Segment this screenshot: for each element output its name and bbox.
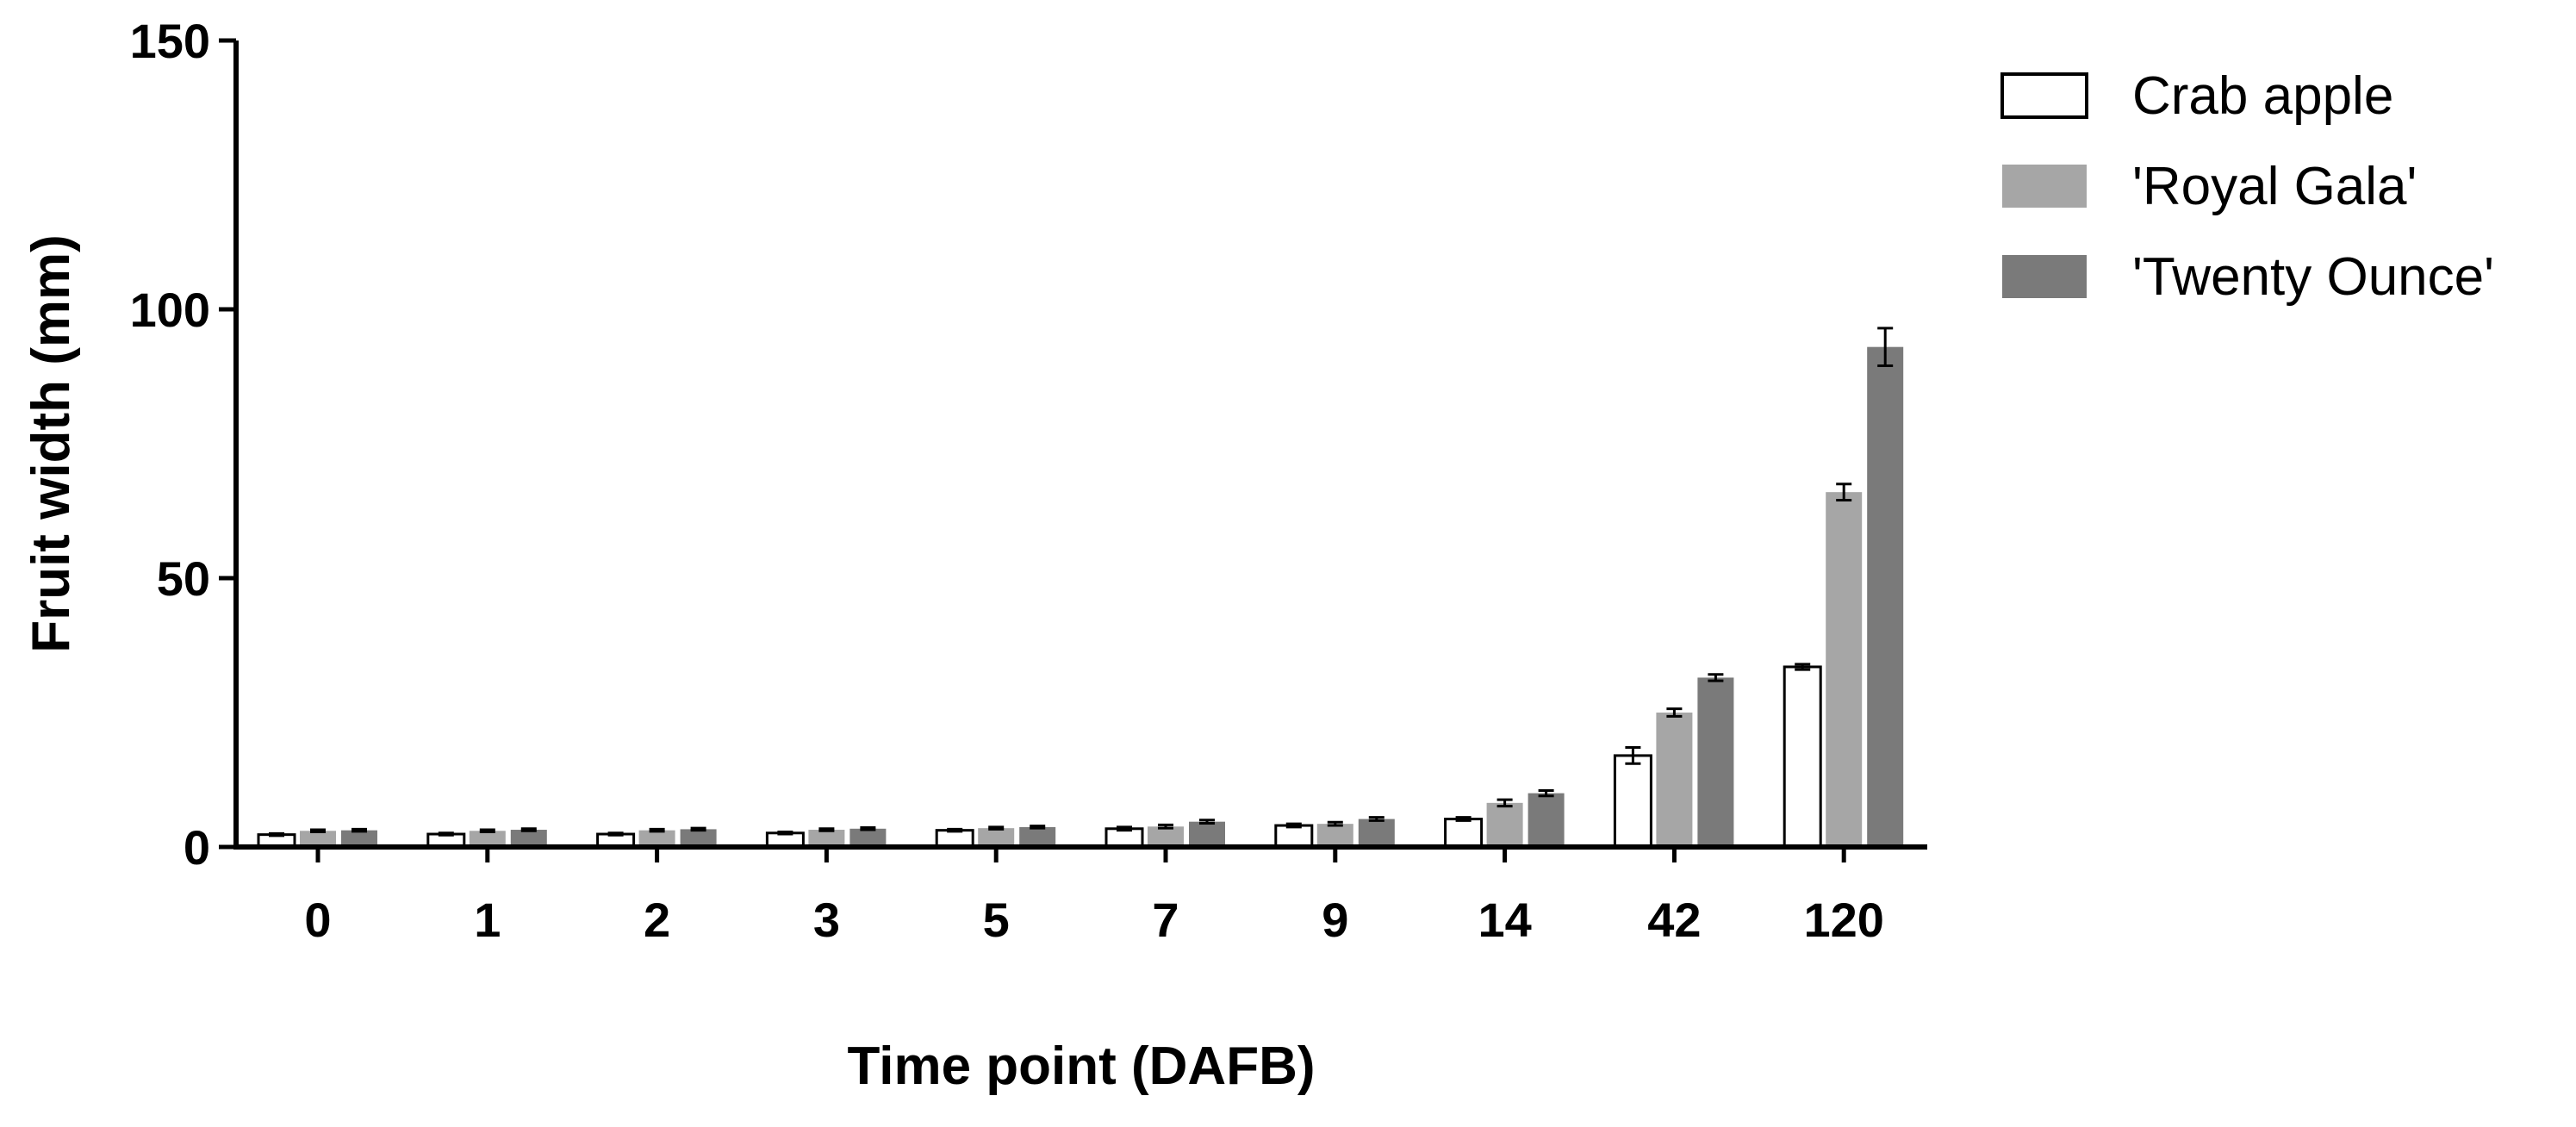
bar <box>1019 826 1056 847</box>
bar <box>1697 677 1734 847</box>
bar <box>1783 665 1822 849</box>
bar <box>808 830 845 847</box>
bars-layer <box>257 346 1904 849</box>
x-axis-title: Time point (DAFB) <box>847 1037 1315 1096</box>
x-tick-label: 1 <box>474 893 501 947</box>
x-tick-label: 9 <box>1322 893 1348 947</box>
y-tick-label: 150 <box>130 14 210 68</box>
legend-swatch <box>2002 165 2087 208</box>
x-tick-label: 2 <box>644 893 670 947</box>
y-axis-title: Fruit width (mm) <box>22 234 81 653</box>
legend: Crab apple 'Royal Gala' 'Twenty Ounce' <box>2000 66 2494 307</box>
legend-label: 'Royal Gala' <box>2132 157 2417 216</box>
x-ticks-layer: 0 1 2 3 5 7 9 14 42 120 <box>304 847 1884 947</box>
bar <box>978 828 1015 847</box>
bar <box>1189 821 1225 847</box>
bar <box>300 831 336 847</box>
legend-swatch <box>2000 72 2088 119</box>
x-tick-label: 120 <box>1803 893 1883 947</box>
y-tick-label: 0 <box>184 820 210 875</box>
x-tick-label: 42 <box>1647 893 1701 947</box>
bar <box>1528 793 1565 847</box>
y-tick-label: 100 <box>130 283 210 337</box>
x-tick-label: 3 <box>813 893 840 947</box>
x-tick-label: 7 <box>1152 893 1179 947</box>
legend-label: 'Twenty Ounce' <box>2132 247 2494 307</box>
y-tick-label: 50 <box>157 551 210 606</box>
bar <box>680 829 717 847</box>
y-ticks-layer: 0 50 100 150 <box>130 14 236 875</box>
bar <box>1486 802 1523 847</box>
bar <box>849 828 887 847</box>
legend-swatch <box>2002 255 2087 298</box>
bar <box>1148 826 1184 847</box>
axes-layer <box>233 40 1927 850</box>
error-bars-layer <box>269 327 1894 837</box>
bar <box>341 830 377 847</box>
bar <box>638 830 675 847</box>
bar <box>1444 818 1484 849</box>
bar <box>1613 754 1652 849</box>
bar <box>1656 713 1693 847</box>
bar <box>1316 824 1353 847</box>
bar <box>469 831 506 847</box>
bar <box>1358 819 1395 847</box>
bar <box>1826 492 1863 847</box>
x-tick-label: 5 <box>983 893 1010 947</box>
x-tick-label: 14 <box>1478 893 1531 947</box>
legend-label: Crab apple <box>2132 66 2393 126</box>
x-tick-label: 0 <box>304 893 331 947</box>
bar <box>510 830 547 847</box>
bar <box>1867 346 1904 847</box>
bar <box>1274 824 1314 849</box>
